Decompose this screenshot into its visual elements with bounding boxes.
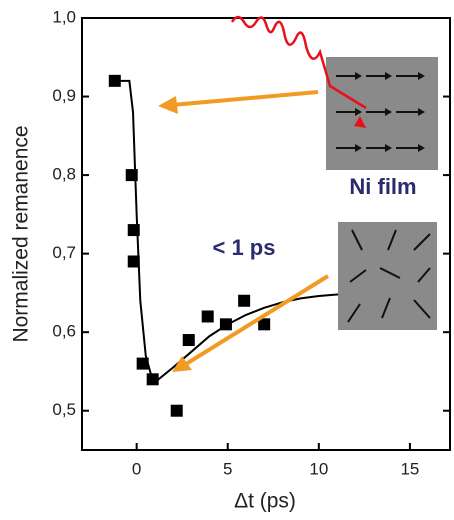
data-point (170, 404, 183, 417)
annotation: Ni film (349, 174, 416, 199)
x-tick-label: 5 (223, 459, 232, 478)
x-tick-label: 10 (309, 459, 328, 478)
data-point (136, 357, 149, 370)
annotation: < 1 ps (213, 235, 276, 260)
plot-area: 0,5 0,6 0,7 0,8 0,9 1,0 0 5 10 15 (52, 7, 451, 478)
data-point (238, 294, 251, 307)
x-tick-label: 0 (132, 459, 141, 478)
orange-arrowhead (158, 96, 178, 114)
aligned-arrows (336, 72, 425, 152)
y-tick-label: 0,8 (52, 165, 76, 184)
data-point (108, 74, 121, 87)
x-axis-label: Δt (ps) (234, 490, 296, 513)
y-tick-label: 0,9 (52, 86, 76, 105)
data-point (219, 318, 232, 331)
laser-pulse (230, 15, 367, 110)
data-point (125, 169, 138, 182)
y-tick-label: 0,5 (52, 400, 76, 419)
data-point (127, 255, 140, 268)
x-tick-label: 15 (400, 459, 419, 478)
axes-frame (81, 17, 451, 451)
y-tick-label: 0,6 (52, 322, 76, 341)
data-point (201, 310, 214, 323)
data-point (182, 334, 195, 347)
orange-arrowhead (172, 356, 192, 372)
y-tick-label: 0,7 (52, 243, 76, 262)
illustrations (158, 15, 438, 372)
orange-arrow (171, 90, 319, 107)
orange-arrow (184, 274, 330, 366)
data-point (127, 224, 140, 237)
data-point (146, 373, 159, 386)
random-arrows (347, 229, 431, 323)
y-axis-label: Normalized remanence (10, 125, 33, 342)
laser-arrowhead (354, 116, 366, 128)
fit-line (118, 79, 356, 381)
data-point (258, 318, 271, 331)
y-tick-label: 1,0 (52, 7, 76, 26)
